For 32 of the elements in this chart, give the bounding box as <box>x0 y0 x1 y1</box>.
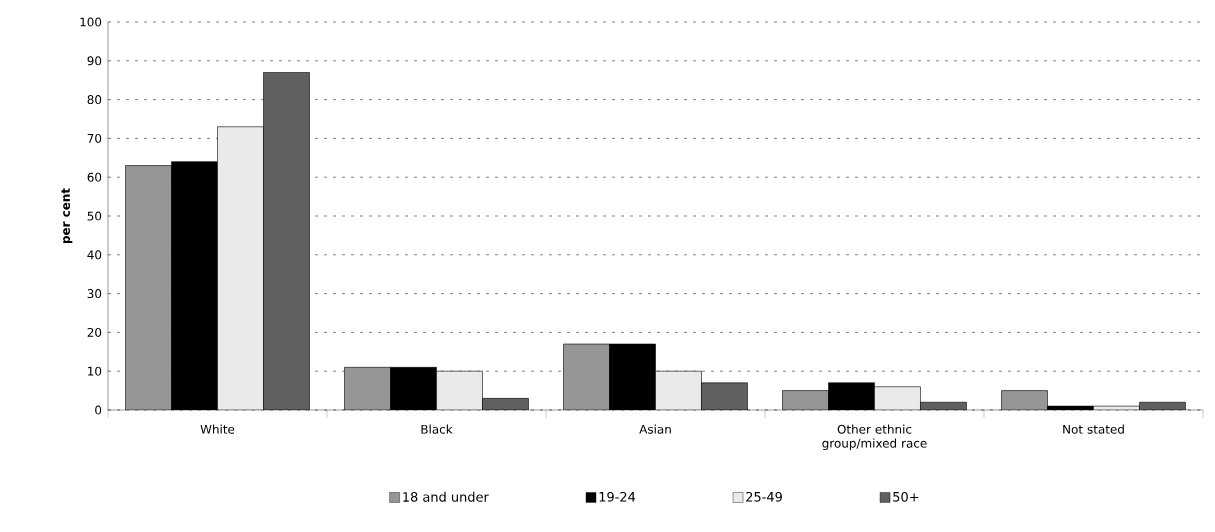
y-tick-label: 50 <box>87 211 102 221</box>
x-tick-label: Not stated <box>1063 424 1124 434</box>
bar <box>782 390 829 410</box>
bar <box>563 344 610 410</box>
y-tick-label: 20 <box>87 327 102 337</box>
y-tick-label: 100 <box>80 17 102 27</box>
y-tick-label: 0 <box>95 405 102 415</box>
x-tick-label: Other ethnic group/mixed race <box>822 424 927 451</box>
bar <box>701 382 748 410</box>
bar <box>263 72 310 410</box>
y-tick-label: 70 <box>87 133 102 143</box>
legend-label: 19-24 <box>599 491 636 502</box>
y-tick-label: 40 <box>87 250 102 260</box>
bar <box>655 371 702 410</box>
y-tick-label: 80 <box>87 95 102 105</box>
bar <box>125 165 172 410</box>
y-tick-label: 30 <box>87 289 102 299</box>
legend-label: 18 and under <box>403 491 489 502</box>
x-tick-label: Asian <box>639 424 671 434</box>
legend-label: 25-49 <box>746 491 782 502</box>
bar <box>217 126 264 410</box>
y-tick-label: 10 <box>88 366 102 376</box>
bar <box>436 371 483 410</box>
bar <box>874 386 921 410</box>
x-tick-label: Black <box>421 424 453 434</box>
bar <box>344 367 391 410</box>
x-tick-label: White <box>200 424 235 434</box>
y-tick-label: 90 <box>87 56 102 66</box>
bar <box>1001 390 1048 410</box>
y-tick-label: 60 <box>87 172 102 182</box>
y-axis-title: per cent <box>61 188 73 244</box>
legend-label: 50+ <box>893 491 919 502</box>
